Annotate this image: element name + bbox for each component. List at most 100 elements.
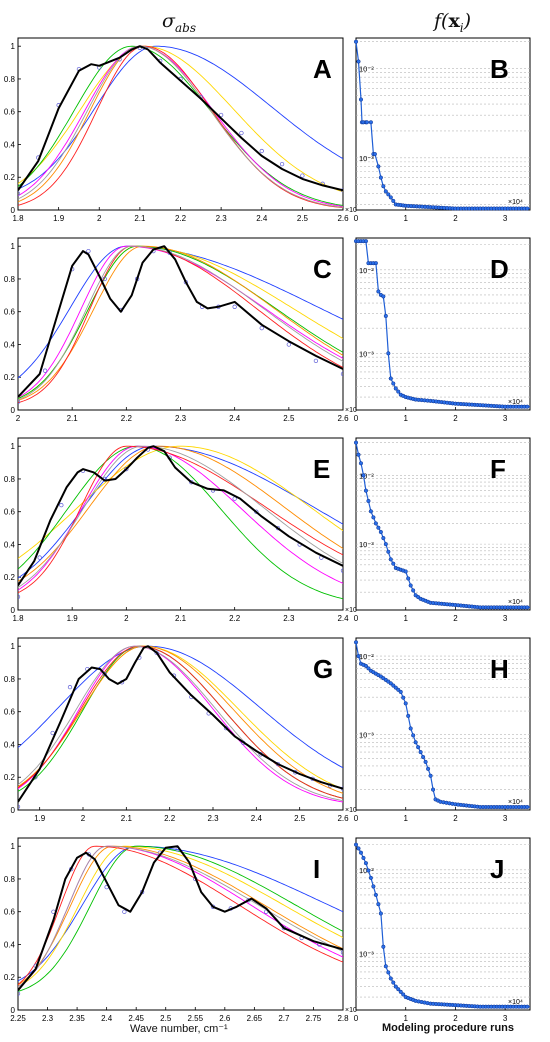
y-tick-label: 0.6	[4, 908, 16, 917]
model-curve	[18, 45, 343, 193]
y-tick-label: 0	[11, 206, 16, 215]
objective-point	[366, 666, 371, 671]
measured-curve	[18, 845, 343, 991]
x-tick-label: 2.55	[187, 1014, 203, 1023]
plot-frame	[17, 37, 344, 211]
objective-point	[418, 750, 423, 755]
measured-point	[102, 276, 107, 282]
panel-letter: H	[490, 654, 509, 684]
objective-point	[368, 120, 373, 125]
objective-point	[366, 498, 371, 504]
x-exponent-label: ×10⁴	[508, 999, 523, 1006]
model-curve	[18, 45, 343, 190]
model-curve	[18, 445, 343, 582]
measured-point	[259, 148, 264, 154]
objective-point	[411, 733, 416, 738]
x-tick-label: 0	[354, 214, 359, 223]
x-tick-label: 2.3	[283, 614, 295, 623]
measured-point	[286, 342, 291, 347]
objective-point	[376, 289, 381, 294]
x-exponent-label: ×10⁴	[345, 407, 360, 414]
measured-point	[259, 325, 264, 331]
panel-E: 1.8 1.9 2 2.1 2.2 2.3 2.4 0 0.2 0.4 0.6 0.8 1 ×10⁴ E	[4, 437, 360, 623]
model-curve	[18, 45, 343, 208]
objective-point	[525, 804, 530, 810]
model-curve	[18, 845, 343, 985]
plot-frame	[17, 437, 344, 611]
x-tick-label: 2.3	[216, 214, 228, 223]
objective-point	[376, 902, 381, 907]
measured-point	[18, 191, 21, 196]
measured-point	[18, 991, 21, 996]
objective-point	[381, 536, 386, 541]
objective-point	[398, 989, 403, 994]
objective-point	[361, 855, 366, 860]
measured-point	[18, 399, 21, 404]
objective-point	[381, 944, 386, 949]
x-tick-label: 2.6	[219, 1014, 231, 1023]
objective-point	[383, 313, 388, 319]
panel-letter: J	[490, 854, 504, 884]
model-curve	[18, 245, 343, 404]
x-tick-label: 3	[503, 814, 508, 823]
x-tick-label: 2	[124, 614, 129, 623]
objective-point	[356, 59, 361, 64]
x-tick-label: 2.4	[337, 614, 349, 623]
x-tick-label: 1	[403, 414, 408, 423]
objective-point	[525, 206, 530, 211]
model-curve	[18, 445, 343, 600]
objective-point	[368, 875, 373, 880]
objective-point	[408, 583, 413, 588]
objective-point	[363, 861, 368, 866]
x-tick-label: 2.2	[229, 614, 241, 623]
x-tick-label: 2.1	[67, 414, 79, 423]
x-exponent-label: ×10⁴	[508, 199, 523, 206]
x-exponent-label: ×10	[345, 1007, 357, 1014]
y-tick-label: 0.4	[4, 540, 16, 549]
y-tick-label: 0.8	[4, 675, 16, 684]
plot-frame	[17, 637, 344, 811]
x-tick-label: 2	[97, 214, 102, 223]
model-curve	[18, 645, 343, 799]
objective-point	[401, 992, 406, 997]
x-tick-label: 1.8	[12, 214, 24, 223]
objective-point	[373, 261, 378, 266]
objective-point	[361, 473, 366, 478]
objective-point	[356, 846, 361, 851]
x-tick-label: 2.2	[121, 414, 133, 423]
objective-point	[403, 701, 408, 706]
objective-point	[363, 488, 368, 493]
panel-letter: I	[313, 854, 320, 884]
y-tick-label: 10⁻²	[359, 652, 374, 661]
measured-point	[154, 650, 159, 655]
x-tick-label: 2.2	[164, 814, 176, 823]
objective-point	[391, 980, 396, 985]
header-objective-function: f(xi)	[434, 10, 472, 35]
panel-letter: D	[490, 254, 509, 284]
x-tick-label: 1.9	[67, 614, 79, 623]
objective-point	[388, 376, 393, 381]
model-curve	[18, 445, 343, 588]
y-tick-label: 1	[11, 442, 16, 451]
y-tick-label: 0.2	[4, 573, 16, 582]
objective-point	[413, 740, 418, 745]
model-curve	[18, 245, 343, 401]
x-tick-label: 1	[403, 1014, 408, 1023]
objective-point	[371, 884, 376, 889]
x-tick-label: 1.9	[34, 814, 46, 823]
x-tick-label: 2.35	[69, 1014, 85, 1023]
y-tick-label: 10⁻²	[359, 65, 374, 74]
model-curve	[18, 845, 343, 988]
objective-point	[358, 461, 364, 466]
model-curve	[18, 645, 343, 794]
left-x-axis-title: Wave number, cm⁻¹	[130, 1023, 228, 1035]
measured-curve	[18, 245, 343, 398]
y-tick-label: 1	[11, 842, 16, 851]
y-tick-label: 0	[11, 406, 16, 415]
y-tick-label: 10⁻³	[359, 949, 374, 958]
objective-point	[386, 970, 391, 975]
measured-curve	[18, 445, 343, 586]
y-tick-label: 0.2	[4, 973, 16, 982]
